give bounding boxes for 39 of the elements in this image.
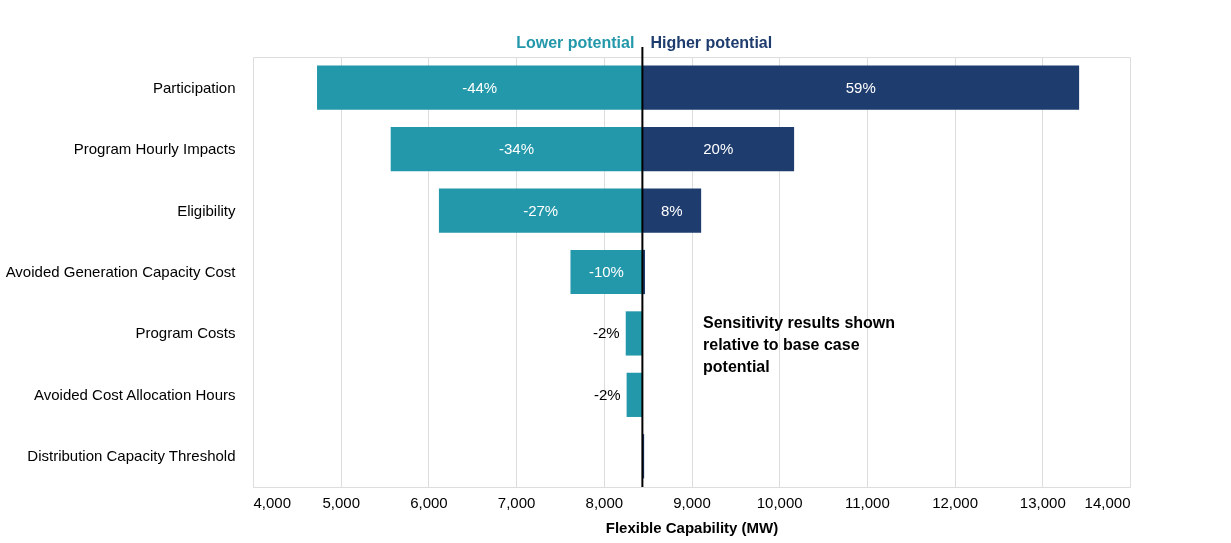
y-tick-label: Eligibility (177, 201, 236, 219)
y-tick-label: Avoided Cost Allocation Hours (33, 385, 236, 403)
x-tick-label: 9,000 (673, 493, 711, 511)
y-tick-label: Avoided Generation Capacity Cost (5, 263, 237, 280)
x-tick-label: 5,000 (322, 493, 360, 511)
x-tick-label: 14,000 (1084, 493, 1131, 511)
x-tick-label: 6,000 (410, 493, 448, 511)
bar (390, 127, 643, 172)
x-tick-label: 7,000 (497, 493, 536, 511)
bar (625, 311, 643, 356)
annotation: 59% (845, 78, 876, 96)
annotation: -2% (593, 385, 621, 403)
bar (570, 249, 643, 295)
x-tick-label: 13,000 (1019, 493, 1066, 511)
series-label: Lower potential (516, 34, 635, 51)
bar (317, 65, 643, 110)
annotation: 8% (660, 201, 683, 219)
annotation: -34% (499, 140, 535, 158)
x-tick-label: 8,000 (585, 493, 624, 511)
annotation: -10% (588, 263, 624, 280)
x-tick-label: 12,000 (932, 493, 979, 511)
series-label: Higher potential (650, 34, 773, 51)
y-tick-label: Program Hourly Impacts (73, 140, 236, 158)
x-tick-label: 4,000 (253, 493, 292, 511)
x-tick-label: 10,000 (756, 493, 803, 511)
bar (642, 127, 795, 172)
annotation: 20% (703, 140, 734, 158)
y-tick-label: Program Costs (135, 324, 236, 342)
annotation: -44% (462, 78, 498, 96)
annotation: Sensitivity results shown relative to base case potential (703, 314, 896, 375)
x-tick-label: 11,000 (845, 493, 890, 511)
y-tick-label: Distribution Capacity Threshold (27, 447, 236, 465)
x-axis-title: Flexible Capability (MW) (605, 518, 779, 536)
bar (642, 65, 1080, 110)
y-tick-label: Participation (152, 78, 236, 96)
bar (438, 188, 643, 233)
annotation: -2% (593, 324, 620, 342)
annotation: -27% (523, 201, 559, 219)
bar (642, 188, 702, 233)
